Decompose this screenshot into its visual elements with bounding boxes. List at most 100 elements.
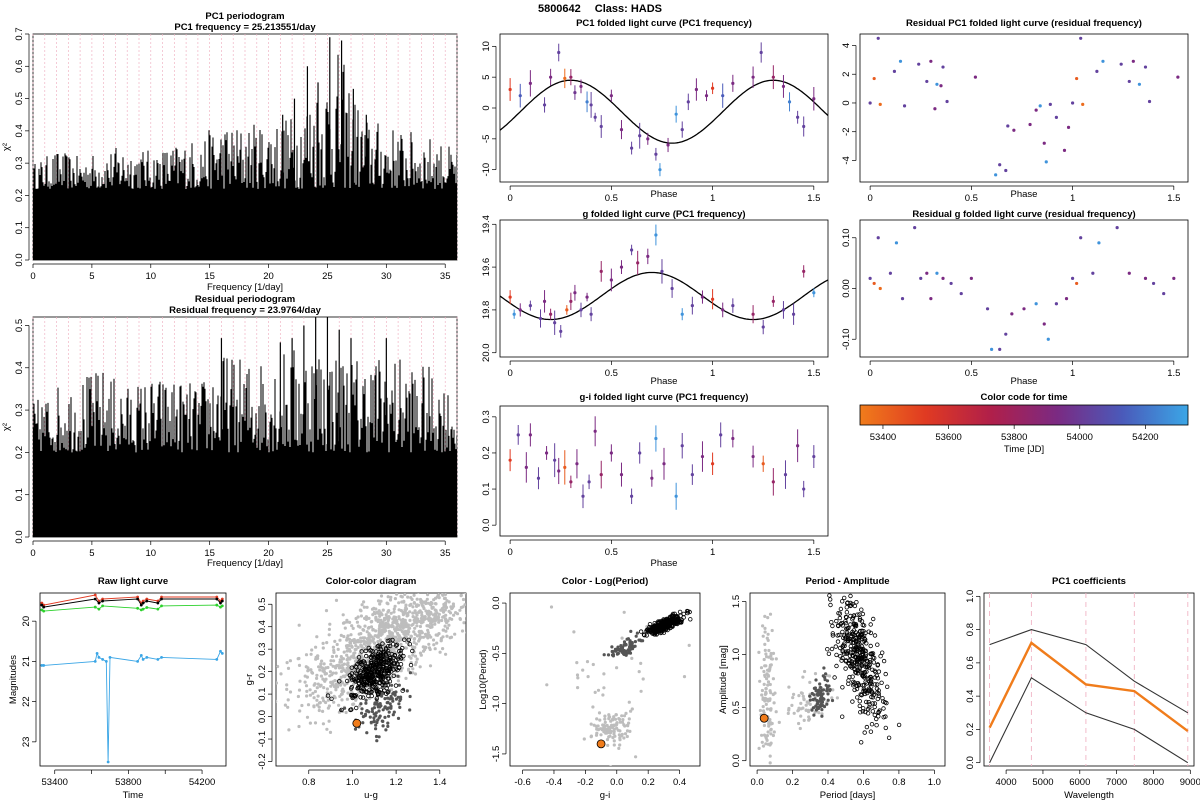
res_pc1_folded-point <box>1101 59 1105 63</box>
color_color-bg-point <box>315 703 319 707</box>
color_color-rr-point <box>353 727 358 731</box>
color_color-bg-point <box>352 651 356 655</box>
g_folded-plot-frame <box>499 219 829 358</box>
res_pc1_folded-ytick-label: -4 <box>841 156 852 164</box>
period_amplitude-bg-point <box>764 736 768 740</box>
res_g_folded-point <box>985 307 990 311</box>
color_color-bg-point <box>229 733 232 736</box>
color_color-bg-point <box>315 686 319 690</box>
color_logperiod-bg-point <box>603 720 607 725</box>
color_color-bg-point <box>375 610 379 615</box>
period_amplitude-bg-point <box>757 650 761 655</box>
color_color-rr-point <box>381 724 385 728</box>
gi_folded-point <box>654 436 658 441</box>
gi_folded-point <box>575 462 579 466</box>
color_color-bg-point <box>286 666 291 671</box>
color_color-variable-point <box>356 673 361 679</box>
color_color-bg-point <box>325 641 329 645</box>
g_folded-ytick-label: 19.8 <box>481 301 492 320</box>
color_color-bg-point <box>310 648 314 652</box>
res_g_folded-point <box>1064 297 1069 301</box>
pc1_periodogram-xtick-label: 10 <box>145 271 156 282</box>
period_amplitude-bg-point <box>797 694 801 698</box>
color_color-variable-point <box>339 707 344 713</box>
period_amplitude-ytick-label: 1.5 <box>731 595 742 608</box>
color_color-bg-point <box>316 694 320 698</box>
color_color-bg-point <box>360 603 364 607</box>
color_color-rr-point <box>383 715 387 720</box>
color_color-bg-point <box>382 622 386 626</box>
res_pc1_folded-point <box>1034 108 1038 112</box>
color_color-bg-point <box>459 593 463 597</box>
pc1_periodogram-xtick-label: 20 <box>263 271 274 282</box>
period_amplitude-rr-point <box>815 706 819 710</box>
color_logperiod-bg-point <box>618 720 623 724</box>
res_pc1_folded-point <box>929 59 933 63</box>
period_amplitude-variable-point <box>831 572 835 576</box>
color_color-bg-point <box>288 659 292 663</box>
pc1_folded-point <box>609 94 613 98</box>
color_color-rr-point <box>374 714 378 718</box>
color_color-variable-point <box>348 707 353 713</box>
color_color-bg-point <box>439 587 442 590</box>
color_color-bg-point <box>420 613 424 617</box>
pc1_periodogram-xtick-label: 30 <box>381 271 392 282</box>
period_amplitude-xtick-label: 0.8 <box>892 777 905 788</box>
color_logperiod-bg-point <box>572 630 576 634</box>
res_g_folded-point <box>878 286 882 291</box>
color_color-rr-point <box>394 697 398 701</box>
period_amplitude-rr-point <box>819 699 823 703</box>
period_amplitude-variable-point <box>868 643 873 649</box>
color_color-rr-point <box>372 706 376 710</box>
color_color-bg-point <box>433 647 437 651</box>
color_color-plot-frame <box>275 592 467 767</box>
raw_lc-point <box>93 659 97 663</box>
color_color-bg-point <box>396 679 400 683</box>
color_color-rr-point <box>375 702 380 706</box>
color_logperiod-bg-point <box>708 680 711 683</box>
pc1_periodogram-ytick-label: 0.0 <box>14 253 25 266</box>
res_g_folded-point <box>959 291 963 296</box>
color_color-bg-point <box>324 677 328 681</box>
color_logperiod-bg-point <box>576 686 580 690</box>
color_color-bg-point <box>325 687 329 691</box>
color_color-rr-point <box>374 723 378 727</box>
g_folded-point <box>731 304 735 308</box>
res_pc1_folded-point <box>1131 59 1135 63</box>
g_folded-point <box>751 312 755 316</box>
pc1_coeff-panel: PC1 coefficients 4000 5000 6000 7000 8000 9000… <box>965 576 1200 801</box>
colorbar-tick-label: 54200 <box>1132 432 1158 443</box>
raw_lc-point <box>95 651 99 655</box>
color_logperiod-bg-point <box>601 727 605 731</box>
raw_lc-point <box>160 597 163 601</box>
pc1_folded-point <box>751 75 755 79</box>
color_color-bg-point <box>432 613 436 617</box>
color_color-bg-point <box>362 600 366 604</box>
color_color-variable-point <box>386 668 392 674</box>
color_logperiod-rr-point <box>624 643 628 647</box>
color_logperiod-bg-point <box>630 707 634 711</box>
res_pc1_folded-point <box>1119 62 1123 66</box>
color_color-rr-point <box>375 739 379 743</box>
color_color-bg-point <box>285 683 289 687</box>
res_pc1_folded-point <box>925 79 929 84</box>
period_amplitude-rr-point <box>820 692 824 696</box>
color_logperiod-bg-point <box>615 666 619 670</box>
period_amplitude-bg-point <box>761 624 765 628</box>
color_color-bg-point <box>343 683 347 687</box>
res_pc1_folded-plot-frame <box>859 33 1189 183</box>
color_color-bg-point <box>458 608 462 612</box>
pc1_coeff-xtick-label: 9000 <box>1180 777 1200 788</box>
color_color-bg-point <box>491 588 494 591</box>
color_color-bg-point <box>306 668 310 673</box>
g_folded-ytick-label: 20.0 <box>481 343 492 362</box>
color_logperiod-rr-point <box>627 651 631 655</box>
color_color-variable-point <box>385 648 391 654</box>
gi_folded-point <box>812 454 816 459</box>
period_amplitude-variable-point <box>883 725 888 731</box>
pc1_periodogram-ytick-label: 0.1 <box>14 221 25 234</box>
color_color-bg-point <box>402 630 406 635</box>
color_logperiod-rr-point <box>634 634 638 638</box>
color_logperiod-bg-point <box>602 729 606 733</box>
color_color-variable-point <box>393 683 399 688</box>
